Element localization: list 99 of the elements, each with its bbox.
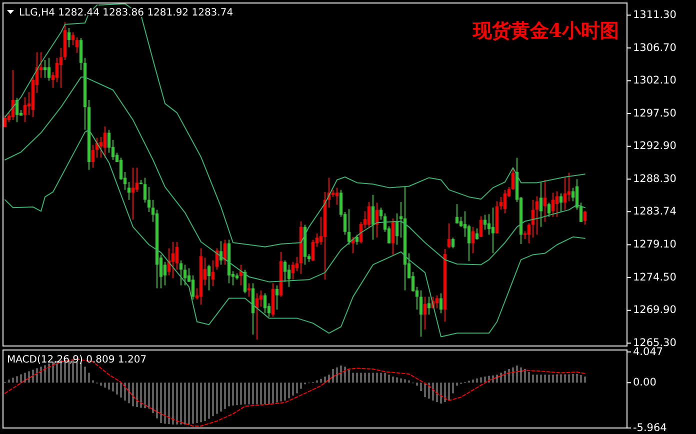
candlestick: [56, 57, 58, 83]
candlestick: [296, 256, 298, 272]
candlestick: [244, 269, 246, 294]
candlestick: [128, 181, 130, 200]
line-series: [4, 129, 586, 338]
candlestick: [12, 70, 14, 120]
candlestick: [584, 210, 586, 226]
candlestick: [44, 60, 46, 78]
candlestick: [504, 189, 506, 214]
candlestick: [472, 226, 474, 254]
y-tick-label: 4.047: [633, 346, 664, 358]
text: 现货黄金4小时图: [472, 20, 619, 42]
candlestick: [16, 97, 18, 123]
y-tick-label: 1311.30: [633, 9, 676, 21]
candlestick: [92, 144, 94, 168]
candlestick: [424, 296, 426, 330]
candlestick: [488, 214, 490, 236]
candlestick: [184, 264, 186, 286]
candlestick: [536, 196, 538, 236]
candlestick: [540, 181, 542, 228]
candlestick: [148, 186, 150, 212]
candlestick: [292, 261, 294, 280]
candlestick: [484, 214, 486, 230]
candlestick: [456, 204, 458, 224]
candlestick: [108, 129, 110, 154]
candlestick: [480, 216, 482, 238]
candlestick: [100, 136, 102, 158]
candlestick: [548, 202, 550, 218]
candlestick: [452, 237, 454, 249]
candlestick: [256, 292, 258, 340]
candlestick: [420, 290, 422, 338]
candlestick: [500, 196, 502, 210]
candlestick: [288, 264, 290, 288]
candlestick: [216, 248, 218, 270]
candlestick: [260, 290, 262, 308]
y-tick-label: -5.964: [633, 422, 668, 434]
candlestick: [164, 261, 166, 286]
candlestick: [556, 190, 558, 218]
candlestick: [276, 284, 278, 310]
line-series: [4, 76, 586, 282]
candlestick: [172, 241, 174, 279]
y-tick-label: 1306.70: [633, 42, 676, 54]
candlestick: [208, 264, 210, 291]
candlestick: [72, 32, 74, 46]
candlestick: [180, 260, 182, 286]
candlestick: [468, 224, 470, 262]
y-tick-label: 1269.90: [633, 304, 676, 316]
candlestick: [336, 187, 338, 206]
candlestick: [120, 157, 122, 180]
candlestick: [448, 222, 450, 249]
y-tick-label: 1274.50: [633, 271, 676, 284]
candlestick: [68, 27, 70, 48]
candlestick: [368, 201, 370, 229]
candlestick: [460, 216, 462, 228]
candlestick: [248, 282, 250, 298]
candlestick: [544, 179, 546, 222]
candlestick: [48, 57, 50, 82]
candlestick: [560, 192, 562, 212]
candlestick: [476, 228, 478, 240]
y-tick-label: 1279.10: [633, 238, 676, 251]
candlestick: [380, 207, 382, 220]
candlestick: [440, 292, 442, 314]
candlestick: [428, 296, 430, 316]
candlestick: [284, 260, 286, 282]
candlestick: [528, 222, 530, 244]
y-tick-label: 1288.30: [633, 173, 676, 186]
candlestick: [492, 207, 494, 254]
candlestick: [24, 96, 26, 123]
candlestick: [264, 292, 266, 314]
y-tick-label: 1292.90: [633, 140, 676, 152]
y-tick-label: 1302.10: [633, 74, 676, 87]
candlestick: [132, 167, 134, 220]
candlestick: [212, 260, 214, 287]
candlestick: [76, 36, 78, 54]
y-tick-label: 1297.50: [633, 107, 676, 120]
candlestick: [436, 294, 438, 309]
candlestick: [104, 126, 106, 158]
candlestick: [356, 234, 358, 246]
candlestick: [532, 199, 534, 238]
y-tick-label: 1283.74: [633, 206, 677, 218]
candlestick: [512, 168, 514, 190]
candlestick: [80, 37, 82, 71]
candlestick: [144, 177, 146, 204]
candlestick: [376, 202, 378, 238]
candlestick: [60, 47, 62, 88]
candlestick: [136, 167, 138, 192]
candlestick: [360, 221, 362, 244]
candlestick: [192, 274, 194, 300]
candlestick: [224, 239, 226, 266]
candlestick: [568, 172, 570, 202]
candlestick: [348, 208, 350, 246]
candlestick: [564, 176, 566, 210]
candlestick: [552, 192, 554, 218]
candlestick: [312, 239, 314, 262]
candlestick: [396, 212, 398, 246]
candlestick: [392, 218, 394, 256]
y-tick-label: 0.00: [633, 376, 656, 389]
candlestick: [176, 241, 178, 270]
candlestick: [372, 194, 374, 240]
